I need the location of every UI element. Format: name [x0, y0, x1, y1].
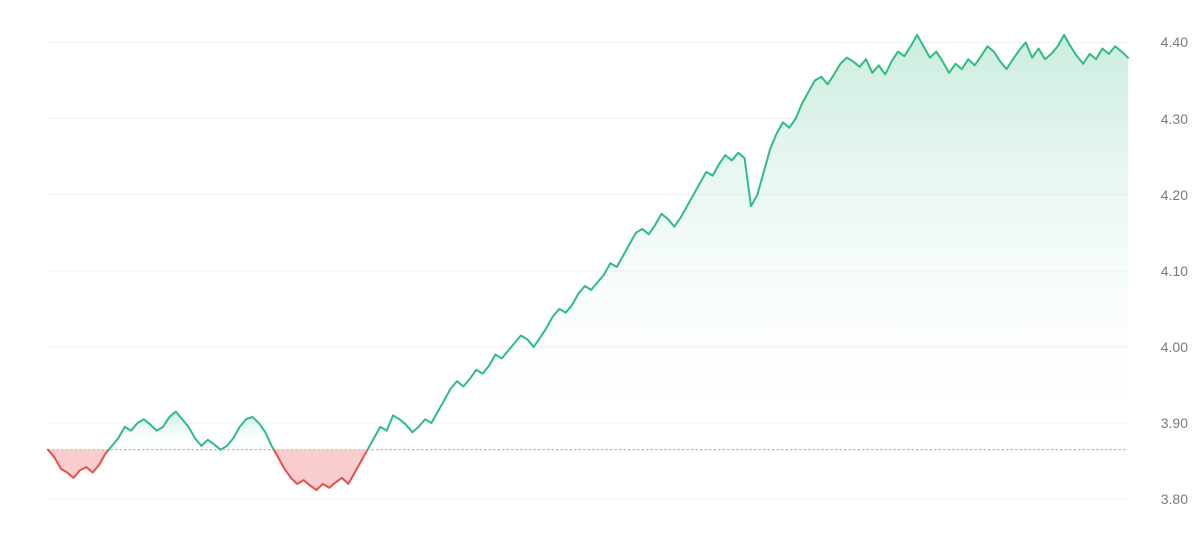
y-tick-label: 4.20: [1161, 187, 1188, 203]
y-tick-label: 4.10: [1161, 263, 1188, 279]
y-tick-label: 4.40: [1161, 34, 1188, 50]
y-tick-label: 3.80: [1161, 491, 1188, 507]
y-tick-label: 4.30: [1161, 111, 1188, 127]
y-tick-label: 4.00: [1161, 339, 1188, 355]
y-tick-label: 3.90: [1161, 415, 1188, 431]
price-chart: 3.80 3.90 4.00 4.10 4.20 4.30 4.40: [0, 0, 1200, 534]
y-axis: 3.80 3.90 4.00 4.10 4.20 4.30 4.40: [1140, 0, 1200, 534]
chart-svg: [0, 0, 1200, 534]
